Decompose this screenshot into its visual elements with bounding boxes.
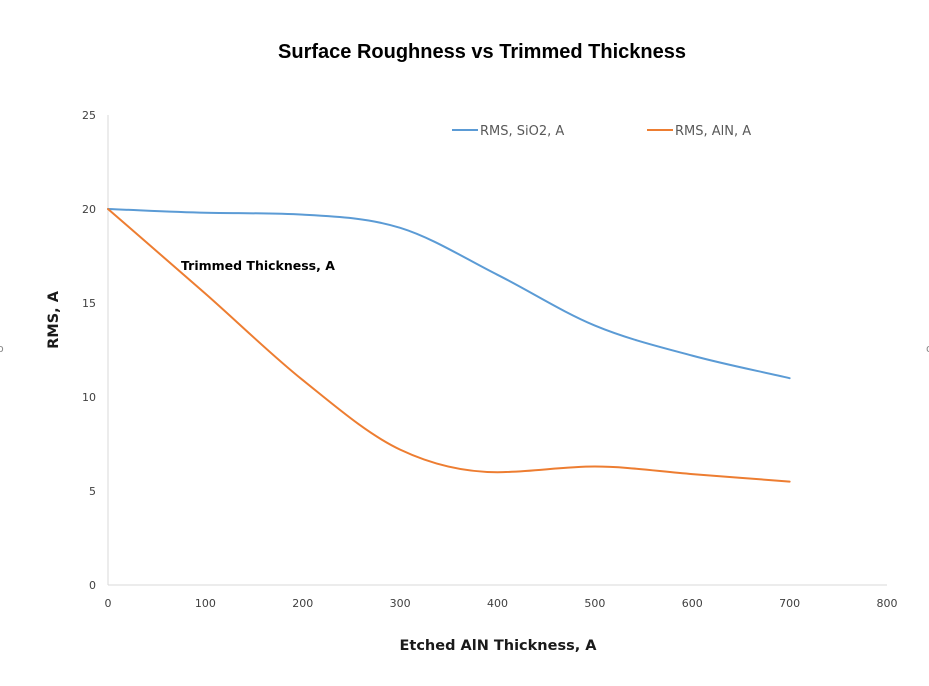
x-axis-title: Etched AlN Thickness, A bbox=[399, 638, 597, 654]
x-tick-label: 500 bbox=[584, 597, 605, 610]
x-tick-label: 700 bbox=[779, 597, 800, 610]
x-tick-label: 600 bbox=[682, 597, 703, 610]
series-line-2 bbox=[107, 208, 791, 483]
x-tick-label: 800 bbox=[877, 597, 898, 610]
legend: RMS, SiO2, A RMS, AlN, A bbox=[452, 124, 751, 139]
legend-label-1: RMS, SiO2, A bbox=[480, 124, 564, 139]
y-axis-title: RMS, A bbox=[46, 290, 62, 349]
chart-annotation: Trimmed Thickness, A bbox=[181, 258, 335, 273]
series-lines bbox=[107, 208, 791, 483]
y-tick-label: 25 bbox=[82, 109, 96, 122]
x-tick-label: 200 bbox=[292, 597, 313, 610]
y-tick-label: 0 bbox=[89, 579, 96, 592]
y-tick-label: 20 bbox=[82, 203, 96, 216]
left-edge-glyph: o bbox=[0, 342, 4, 355]
x-tick-label: 300 bbox=[390, 597, 411, 610]
y-tick-label: 10 bbox=[82, 391, 96, 404]
x-tick-label: 100 bbox=[195, 597, 216, 610]
series-line-1 bbox=[107, 208, 791, 380]
chart-title: Surface Roughness vs Trimmed Thickness bbox=[278, 41, 686, 63]
legend-label-2: RMS, AlN, A bbox=[675, 124, 751, 139]
y-tick-label: 15 bbox=[82, 297, 96, 310]
axes: 0 100 200 300 400 500 600 700 800 0 5 10 15 20 25 bbox=[82, 109, 898, 610]
x-tick-label: 400 bbox=[487, 597, 508, 610]
right-edge-glyph: o bbox=[926, 342, 929, 355]
x-tick-label: 0 bbox=[105, 597, 112, 610]
y-tick-label: 5 bbox=[89, 485, 96, 498]
